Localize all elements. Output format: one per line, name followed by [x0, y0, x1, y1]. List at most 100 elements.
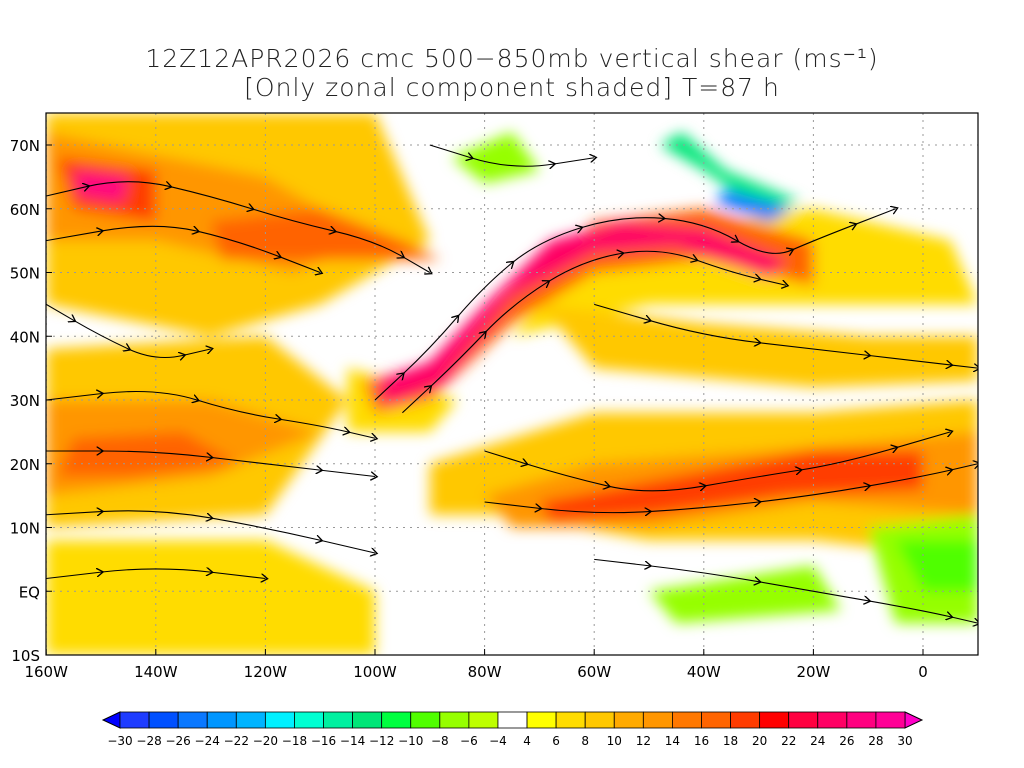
shear-region	[451, 132, 540, 184]
colorbar-swatch	[119, 711, 150, 729]
colorbar-label: −26	[165, 734, 190, 748]
colorbar-swatch	[613, 711, 644, 729]
colorbar-swatch	[206, 711, 237, 729]
colorbar-swatch	[788, 711, 819, 729]
shear-region	[46, 540, 375, 655]
shear-region	[539, 304, 978, 388]
lat-label: 10N	[10, 520, 40, 538]
colorbar-label: 4	[523, 734, 531, 748]
colorbar-swatch	[526, 711, 557, 729]
lat-label: 30N	[10, 392, 40, 410]
colorbar-label: 24	[810, 734, 825, 748]
colorbar: −30 −28 −26 −24 −22 −20 −18 −16 −14 −12 −10 −8 −6 −4 4…	[101, 711, 924, 748]
colorbar-swatch	[672, 711, 702, 729]
shear-region	[660, 132, 803, 209]
colorbar-label: −20	[253, 734, 278, 748]
colorbar-swatch	[468, 711, 499, 729]
colorbar-label: 8	[581, 734, 589, 748]
streamline	[46, 181, 430, 273]
colorbar-swatch	[323, 711, 353, 729]
streamline	[46, 392, 375, 439]
streamline	[429, 144, 594, 166]
colorbar-label: 10	[607, 734, 622, 748]
streamline	[46, 569, 265, 579]
colorbar-swatch	[177, 711, 208, 729]
chart-title: 12Z12APR2026 cmc 500−850mb vertical shea…	[145, 44, 879, 73]
colorbar-swatch	[817, 711, 848, 729]
colorbar-label: −18	[282, 734, 307, 748]
colorbar-swatch	[875, 711, 906, 729]
colorbar-label: −22	[224, 734, 249, 748]
colorbar-label: −24	[195, 734, 220, 748]
colorbar-swatch	[294, 711, 324, 729]
lon-label: 60W	[577, 663, 611, 681]
colorbar-swatch	[381, 711, 412, 729]
colorbar-label: −14	[340, 734, 365, 748]
colorbar-label: −8	[431, 734, 449, 748]
streamlines	[46, 144, 978, 623]
colorbar-swatch	[730, 711, 761, 729]
colorbar-under-triangle	[101, 711, 121, 729]
colorbar-swatch	[352, 711, 383, 729]
colorbar-label: 18	[723, 734, 738, 748]
lat-label: 10S	[11, 647, 40, 665]
lat-label: 20N	[10, 456, 40, 474]
colorbar-over-triangle	[904, 711, 924, 729]
colorbar-swatch	[235, 711, 266, 729]
lon-label: 140W	[134, 663, 178, 681]
streamline	[594, 558, 978, 623]
colorbar-label: 22	[781, 734, 796, 748]
colorbar-label: 14	[665, 734, 680, 748]
colorbar-label: 30	[897, 734, 912, 748]
lon-label: 160W	[24, 663, 68, 681]
lat-label: 50N	[10, 265, 40, 283]
chart-subtitle: [Only zonal component shaded] T=87 h	[244, 73, 780, 102]
colorbar-label: 12	[636, 734, 651, 748]
map-frame	[45, 112, 979, 656]
lon-label: 0	[918, 663, 928, 681]
colorbar-label: −12	[369, 734, 394, 748]
colorbar-swatch	[584, 711, 615, 729]
lat-label: 40N	[10, 328, 40, 346]
streamline	[46, 303, 210, 357]
colorbar-swatch	[497, 711, 528, 729]
colorbar-label: −16	[311, 734, 336, 748]
lon-label: 40W	[687, 663, 721, 681]
colorbar-swatch	[759, 711, 790, 729]
lon-label: 80W	[468, 663, 502, 681]
streamline	[46, 225, 320, 272]
colorbar-label: −6	[460, 734, 478, 748]
colorbar-swatch	[410, 711, 441, 729]
colorbar-label: 26	[839, 734, 854, 748]
colorbar-swatch	[264, 711, 295, 729]
lat-label: 60N	[10, 201, 40, 219]
shear-shading	[46, 113, 978, 655]
shear-region	[649, 565, 841, 624]
lon-label: 120W	[244, 663, 288, 681]
colorbar-swatch	[846, 711, 877, 729]
colorbar-swatch	[555, 711, 586, 729]
colorbar-swatch	[701, 711, 731, 729]
streamline	[484, 464, 978, 513]
colorbar-label: 16	[694, 734, 709, 748]
lon-label: 100W	[353, 663, 397, 681]
colorbar-label: −10	[398, 734, 423, 748]
streamline	[594, 303, 978, 368]
streamline	[402, 251, 786, 414]
lon-label: 20W	[796, 663, 830, 681]
streamline	[46, 511, 375, 553]
streamline	[46, 451, 375, 477]
colorbar-swatch	[642, 711, 673, 729]
colorbar-label: −4	[489, 734, 507, 748]
colorbar-label: 20	[752, 734, 767, 748]
colorbar-label: 6	[552, 734, 560, 748]
colorbar-swatch	[439, 711, 470, 729]
colorbar-label: −28	[136, 734, 161, 748]
lat-label: EQ	[19, 583, 40, 601]
colorbar-label: 28	[868, 734, 883, 748]
colorbar-label: −30	[107, 734, 132, 748]
lat-label: 70N	[10, 137, 40, 155]
colorbar-swatch	[148, 711, 179, 729]
